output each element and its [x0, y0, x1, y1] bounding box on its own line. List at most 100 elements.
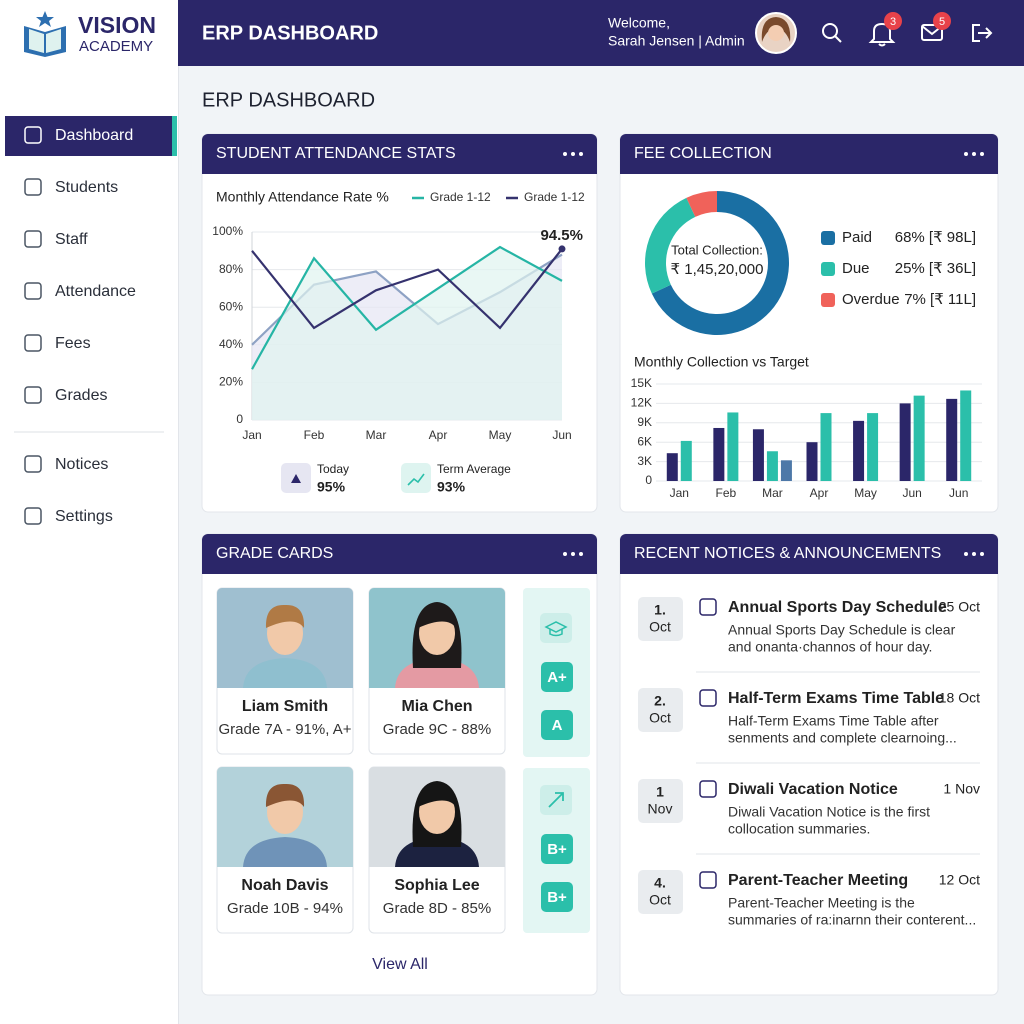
card-header-base — [620, 564, 998, 574]
pie-slice — [645, 197, 696, 294]
student-name: Sophia Lee — [394, 877, 479, 894]
x-tick-label: Mar — [762, 486, 783, 500]
x-tick-label: Apr — [429, 428, 448, 442]
center-value: ₹ 1,45,20,000 — [671, 261, 764, 278]
notice-body: Diwali Vacation Notice is the first — [728, 804, 930, 820]
notice-title[interactable]: Parent-Teacher Meeting — [728, 872, 908, 889]
legend-swatch — [821, 293, 835, 307]
x-tick-label: Apr — [810, 486, 829, 500]
stat-value: 93% — [437, 479, 466, 495]
message-count: 5 — [939, 16, 945, 28]
bell — [868, 22, 896, 47]
nav-item[interactable]: Attendance — [55, 283, 136, 300]
notice-icon — [699, 871, 717, 889]
notice-title[interactable]: Half-Term Exams Time Table — [728, 690, 944, 707]
hair — [265, 783, 305, 807]
grade-badge — [541, 710, 573, 740]
x-tick-label: Feb — [304, 428, 325, 442]
nav-item[interactable]: Fees — [55, 335, 91, 352]
legend-swatch — [821, 262, 835, 276]
end-point — [558, 245, 566, 253]
view-all[interactable]: View All — [372, 956, 428, 973]
bar — [899, 403, 911, 481]
bar — [727, 412, 739, 481]
notice-title[interactable]: Annual Sports Day Schedule — [728, 599, 947, 616]
page-title: ERP DASHBOARD — [202, 89, 375, 111]
student-detail: Grade 9C - 88% — [383, 721, 491, 738]
logo-page — [29, 29, 61, 53]
notice-body: and onanta·channos of hour day. — [728, 639, 932, 655]
menu-dot — [980, 152, 984, 156]
menu-dot — [571, 152, 575, 156]
date-day: 1 — [656, 784, 664, 800]
x-tick-label: Mar — [366, 428, 387, 442]
badge-icon — [540, 613, 572, 643]
grade-label: B+ — [547, 841, 567, 858]
x-tick-label: Jan — [670, 486, 689, 500]
notifications-icon[interactable] — [868, 22, 896, 47]
hair — [265, 604, 305, 628]
bar — [666, 453, 678, 481]
card-header-base — [620, 164, 998, 174]
bar — [713, 427, 725, 481]
menu-dot — [972, 152, 976, 156]
notice-body: Annual Sports Day Schedule is clear — [728, 622, 956, 638]
pie-slice — [651, 191, 790, 335]
nav-item[interactable]: Staff — [55, 231, 88, 248]
menu-dot — [563, 152, 567, 156]
bar — [680, 440, 692, 481]
nav-item[interactable]: Students — [55, 179, 118, 196]
center-label: Total Collection: — [671, 242, 763, 257]
search-handle — [834, 35, 842, 43]
menu-dot — [571, 552, 575, 556]
legend-label: Overdue — [842, 291, 900, 308]
nav-icon — [24, 230, 42, 248]
notice-icon — [699, 598, 717, 616]
card-header-base — [202, 164, 597, 174]
brand-sub: ACADEMY — [79, 38, 153, 55]
card-menu[interactable] — [964, 152, 984, 156]
bar — [752, 429, 764, 481]
date-badge — [638, 688, 683, 732]
active-marker — [172, 116, 177, 156]
nav-item[interactable]: Notices — [55, 456, 108, 473]
card-menu[interactable] — [563, 152, 583, 156]
nav-item[interactable]: Grades — [55, 387, 107, 404]
card-title: RECENT NOTICES & ANNOUNCEMENTS — [634, 545, 941, 562]
menu-dot — [579, 552, 583, 556]
stat-label: Today — [317, 462, 349, 476]
y-tick-label: 60% — [219, 299, 243, 313]
notice-title[interactable]: Diwali Vacation Notice — [728, 781, 898, 798]
legend-label: Grade 1-12 — [524, 190, 585, 204]
bar — [853, 420, 865, 481]
menu-dot — [563, 552, 567, 556]
notice-icon — [699, 780, 717, 798]
bar — [766, 451, 778, 481]
bar — [913, 395, 925, 481]
logout-icon[interactable] — [972, 24, 993, 42]
menu-dot — [964, 152, 968, 156]
card-menu[interactable] — [964, 552, 984, 556]
menu-dot — [972, 552, 976, 556]
date-day: 1. — [654, 602, 666, 618]
avatar[interactable] — [755, 12, 797, 54]
nav-icon — [24, 178, 42, 196]
line — [251, 245, 563, 370]
nav-item[interactable]: Settings — [55, 508, 113, 525]
bar — [946, 398, 958, 481]
nav-item[interactable]: Dashboard — [55, 127, 133, 144]
x-tick-label: May — [489, 428, 512, 442]
card-menu[interactable] — [563, 552, 583, 556]
welcome: Welcome, — [608, 15, 670, 31]
pie-slice — [686, 191, 717, 217]
header-title: ERP DASHBOARD — [202, 22, 378, 44]
shoulders — [243, 837, 327, 867]
value-label: 68% [₹ 98L] — [895, 229, 976, 246]
notification-badge — [884, 12, 902, 30]
student-name: Liam Smith — [242, 698, 328, 715]
annotation: 94.5% — [540, 227, 583, 244]
notice-body: Parent-Teacher Meeting is the — [728, 895, 915, 911]
x-tick-label: Jun — [552, 428, 571, 442]
up-glyph — [291, 474, 301, 483]
search-icon[interactable] — [822, 23, 842, 43]
